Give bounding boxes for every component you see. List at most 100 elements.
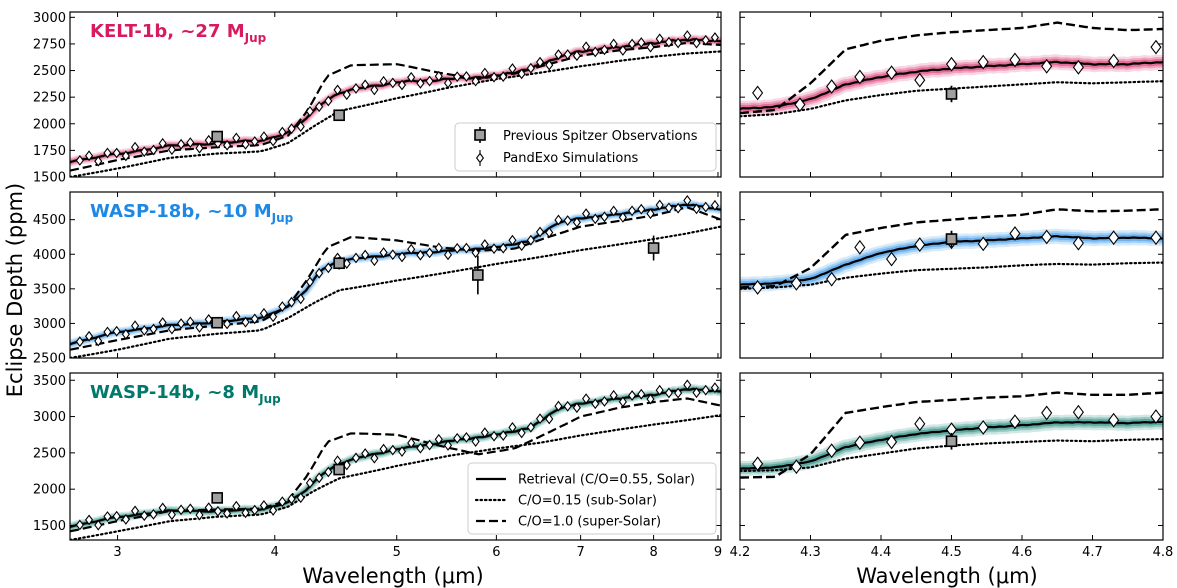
x-tick-label: 4.6 xyxy=(1012,545,1033,560)
spitzer-point xyxy=(945,435,958,448)
pandexo-point xyxy=(287,123,296,135)
pandexo-point xyxy=(351,82,361,94)
pandexo-point xyxy=(296,121,305,132)
planet-label-name: WASP-14b, ~8 xyxy=(90,382,241,403)
plot-area-right xyxy=(740,391,1163,479)
pandexo-point xyxy=(370,255,379,267)
pandexo-point xyxy=(453,71,462,83)
pandexo-point xyxy=(977,54,989,70)
pandexo-point xyxy=(269,135,278,147)
pandexo-point xyxy=(131,320,140,332)
pandexo-point xyxy=(342,89,351,101)
y-axis-label: Eclipse Depth (ppm) xyxy=(3,183,27,398)
pandexo-point xyxy=(140,146,149,158)
pandexo-point xyxy=(103,147,112,159)
pandexo-point xyxy=(388,444,397,456)
pandexo-point xyxy=(177,138,186,150)
pandexo-point xyxy=(232,500,241,512)
planet-label-mass-sub: Jup xyxy=(244,31,267,45)
pandexo-point xyxy=(526,421,535,433)
pandexo-point xyxy=(333,84,342,96)
y-tick-label: 2000 xyxy=(33,117,66,132)
pandexo-point xyxy=(259,307,268,319)
pandexo-point xyxy=(582,41,591,53)
pandexo-point xyxy=(112,510,121,522)
pandexo-point xyxy=(790,275,802,291)
pandexo-point xyxy=(425,247,434,259)
pandexo-point xyxy=(692,37,701,49)
planet-label: WASP-14b, ~8 MJup xyxy=(90,382,281,406)
plot-area-left xyxy=(70,194,721,358)
pandexo-point xyxy=(535,413,545,425)
pandexo-point xyxy=(710,32,719,43)
pandexo-point xyxy=(646,41,655,53)
pandexo-point xyxy=(453,432,462,444)
pandexo-point xyxy=(563,49,572,60)
pandexo-point xyxy=(195,322,204,333)
x-axis-label-left: Wavelength (μm) xyxy=(302,564,483,588)
pandexo-point xyxy=(535,226,545,238)
pandexo-point xyxy=(710,382,719,394)
y-tick-label: 2750 xyxy=(33,37,66,52)
planet-label: WASP-18b, ~10 MJup xyxy=(90,201,294,225)
pandexo-point xyxy=(149,144,158,156)
legend-pandexo-label: PandExo Simulations xyxy=(503,151,639,166)
pandexo-point xyxy=(600,44,609,56)
pandexo-point xyxy=(186,503,195,515)
planet-label-name: KELT-1b, ~27 xyxy=(90,21,227,42)
pandexo-point xyxy=(324,262,333,274)
pandexo-point xyxy=(425,75,434,87)
axes-frame-left xyxy=(69,11,722,178)
pandexo-point xyxy=(370,452,379,464)
pandexo-point xyxy=(582,208,591,220)
pandexo-point xyxy=(416,442,425,454)
pandexo-point xyxy=(914,72,926,88)
pandexo-point xyxy=(692,387,701,399)
pandexo-point xyxy=(177,318,186,329)
y-tick-label: 2500 xyxy=(33,446,66,461)
pandexo-point xyxy=(158,317,167,328)
pandexo-point xyxy=(499,430,508,441)
legend-bottom: Retrieval (C/O=0.55, Solar) C/O=0.15 (sub… xyxy=(467,462,717,535)
pandexo-point xyxy=(75,519,84,531)
pandexo-point xyxy=(213,505,222,517)
pandexo-point xyxy=(407,243,416,255)
pandexo-point xyxy=(854,239,866,255)
spitzer-point xyxy=(472,269,484,281)
pandexo-point xyxy=(471,75,480,87)
pandexo-point xyxy=(434,433,443,445)
pandexo-point xyxy=(554,400,563,412)
x-tick-label: 4.2 xyxy=(730,545,751,560)
pandexo-point xyxy=(683,194,692,206)
pandexo-point xyxy=(572,50,581,62)
planet-label: KELT-1b, ~27 MJup xyxy=(90,21,267,45)
pandexo-point xyxy=(674,202,683,214)
y-tick-label: 2500 xyxy=(33,64,66,79)
pandexo-point xyxy=(1108,53,1120,69)
x-tick-label: 4.4 xyxy=(871,545,892,560)
pandexo-point xyxy=(186,137,195,149)
pandexo-point xyxy=(664,202,673,214)
legend-spitzer-label: Previous Spitzer Observations xyxy=(503,129,698,144)
pandexo-point xyxy=(305,276,315,288)
series-line-dotted xyxy=(70,225,721,358)
retrieval-band xyxy=(70,202,721,347)
planet-label-mass-sub: Jup xyxy=(271,211,294,225)
pandexo-point xyxy=(269,311,278,323)
legend-pandexo-marker xyxy=(475,152,485,164)
series-line-dashed xyxy=(740,391,1163,479)
pandexo-point xyxy=(296,492,305,504)
legend-box xyxy=(454,122,717,172)
pandexo-point xyxy=(563,400,572,412)
pandexo-point xyxy=(388,249,397,261)
pandexo-point xyxy=(628,390,637,401)
pandexo-point xyxy=(1041,229,1053,245)
pandexo-point xyxy=(1108,230,1120,246)
pandexo-point xyxy=(453,242,462,254)
pandexo-point xyxy=(591,398,600,410)
pandexo-point xyxy=(167,144,176,156)
pandexo-point xyxy=(112,325,121,337)
pandexo-point xyxy=(977,420,989,435)
y-tick-label: 3000 xyxy=(33,410,66,425)
